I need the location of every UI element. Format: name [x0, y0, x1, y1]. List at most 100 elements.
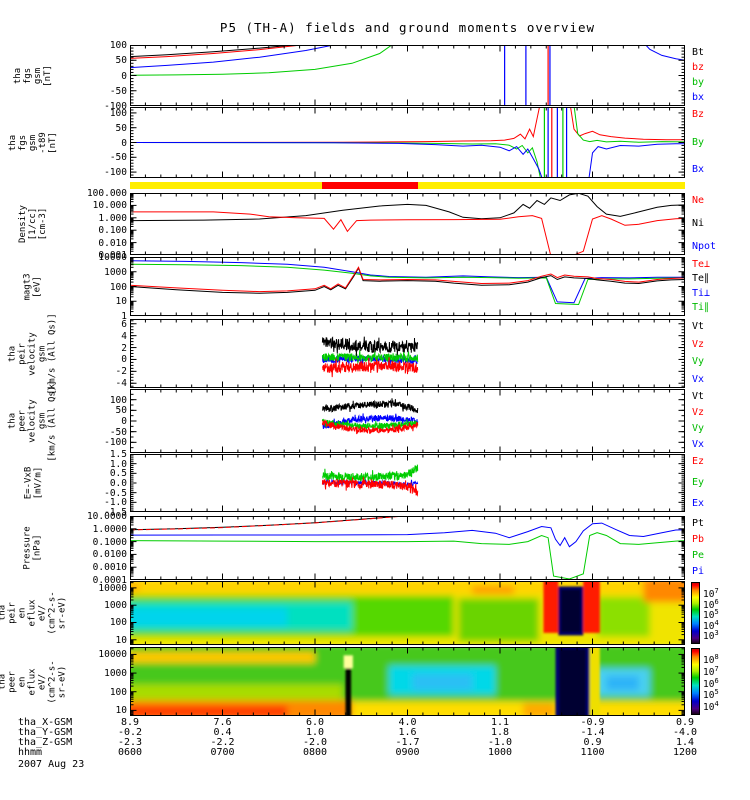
trace-label-Npot: Npot: [692, 241, 717, 252]
plot-title: P5 (TH-A) fields and ground moments over…: [219, 20, 596, 35]
colorbar-tick-label: 104: [703, 618, 719, 632]
bottom-value-y_gsm: 1.6: [398, 727, 417, 738]
panel-fgs-gsm-t89: [130, 107, 685, 178]
trace-Ti-par: [130, 263, 685, 306]
canvas-peir-velocity: [130, 319, 685, 388]
bottom-value-y_gsm: -1.4: [580, 727, 605, 738]
trace-Ey: [322, 464, 419, 484]
trace-label-bx: bx: [692, 92, 705, 103]
panel-mode-bar: [130, 182, 685, 189]
y-tick-label: -100: [104, 101, 127, 112]
panel-peer-eflux: [130, 647, 685, 716]
trace-label-Ey: Ey: [692, 477, 705, 488]
y-tick-label: 10: [115, 705, 127, 717]
bottom-value-x_gsm: 8.9: [120, 717, 140, 728]
y-tick-label: 1.0000: [92, 523, 127, 535]
trace-Bz-b: [570, 107, 685, 141]
axis-label-e-field: E=-VxB [mV/m]: [22, 466, 43, 500]
trace-label-Vx: Vx: [692, 374, 705, 385]
colorbar-tick-label: 105: [703, 688, 719, 702]
trace-Te-par: [130, 266, 685, 294]
bottom-value-hhmm: 0800: [302, 747, 328, 758]
y-tick-label: 10: [115, 296, 127, 308]
y-tick-label: -50: [109, 85, 127, 97]
trace-label-Vz: Vz: [692, 407, 705, 418]
bottom-value-z_gsm: -1.0: [487, 737, 513, 748]
y-tick-label: 100: [109, 394, 127, 406]
y-tick-label: 100: [109, 40, 127, 51]
colorbar-tick-label: 103: [703, 629, 719, 643]
canvas-fgs-gsm: [130, 45, 685, 106]
trace-Vz: [321, 357, 419, 378]
y-tick-label: 1: [121, 311, 127, 322]
y-tick-label: 50: [115, 122, 127, 134]
y-tick-label: 0.0001: [92, 575, 127, 586]
y-tick-label: 0: [121, 416, 127, 427]
y-tick-label: -1.5: [104, 507, 127, 518]
y-tick-label: -0.5: [104, 487, 127, 499]
colorbar-tick-label: 107: [703, 587, 719, 601]
trace-Pb: [130, 516, 406, 531]
trace-label-Ne: Ne: [692, 195, 705, 206]
date-label: 2007 Aug 23: [18, 759, 85, 770]
y-tick-label: 1.000: [98, 212, 127, 224]
y-tick-label: 0: [121, 354, 127, 366]
bottom-value-x_gsm: 0.9: [675, 717, 695, 728]
trace-label-Vt: Vt: [692, 321, 705, 332]
y-tick-label: -100: [104, 167, 127, 179]
trace-Bx-b: [588, 143, 685, 178]
colorbar-tick-label: 105: [703, 608, 719, 622]
y-tick-label: 4: [121, 330, 127, 342]
trace-by: [130, 45, 393, 76]
y-tick-label: 0.0100: [92, 549, 127, 561]
canvas-magt3: [130, 257, 685, 316]
y-tick-label: 100: [109, 617, 127, 629]
bottom-value-y_gsm: -0.2: [117, 727, 143, 738]
colorbar-tick-label: 104: [703, 700, 719, 714]
y-tick-label: 0.010: [98, 237, 127, 249]
trace-label-Bz: Bz: [692, 109, 705, 120]
bottom-value-hhmm: 0600: [117, 747, 143, 758]
bottom-value-x_gsm: 6.0: [305, 717, 325, 728]
trace-label-bz: bz: [692, 62, 705, 73]
bottom-value-z_gsm: 0.9: [583, 737, 602, 748]
bottom-row-label: hhmm: [18, 747, 43, 758]
y-tick-label: 10000: [98, 649, 127, 661]
trace-Ti-perp: [130, 260, 685, 304]
y-tick-label: 1000: [104, 600, 127, 612]
panel-peer-velocity: [130, 389, 685, 453]
bottom-value-x_gsm: -0.9: [580, 717, 605, 728]
bottom-value-y_gsm: 1.0: [305, 727, 325, 738]
trace-Vz: [321, 419, 419, 435]
y-tick-label: 6: [121, 318, 127, 330]
bottom-row-label: tha_X-GSM: [18, 717, 73, 728]
axis-label-pressure: Pressure [nPa]: [22, 526, 43, 570]
trace-Ne: [130, 211, 685, 255]
y-tick-label: -100: [104, 437, 127, 449]
axis-label-magt3: magt3 [eV]: [23, 272, 43, 301]
canvas-pressure: [130, 516, 685, 580]
y-tick-label: 0.001: [98, 250, 127, 261]
trace-label-Ti∥: Ti∥: [692, 302, 710, 313]
y-tick-label: -1.0: [104, 497, 127, 509]
trace-Te-perp: [130, 266, 685, 293]
trace-bz: [130, 45, 305, 59]
trace-label-Vx: Vx: [692, 439, 705, 450]
axis-label-fgs-gsm: tha fgs gsm [nT]: [13, 64, 53, 87]
bottom-value-z_gsm: -2.2: [210, 737, 235, 748]
bottom-value-hhmm: 1200: [672, 747, 698, 758]
colorbar-peer-eflux: [691, 648, 700, 715]
y-tick-label: 100.000: [86, 188, 127, 199]
y-tick-label: 10: [115, 634, 127, 646]
trace-label-Te∥: Te∥: [692, 273, 710, 285]
panel-e-field: [130, 454, 685, 512]
y-tick-label: 0.5: [109, 468, 127, 480]
bottom-value-x_gsm: 7.6: [213, 717, 232, 728]
trace-label-Vt: Vt: [692, 391, 705, 402]
trace-label-Ti⊥: Ti⊥: [692, 287, 711, 299]
colorbar-tick-label: 106: [703, 597, 719, 611]
y-tick-label: -50: [109, 152, 127, 164]
trace-label-Pe: Pe: [692, 550, 705, 561]
canvas-peir-eflux: [130, 581, 685, 645]
